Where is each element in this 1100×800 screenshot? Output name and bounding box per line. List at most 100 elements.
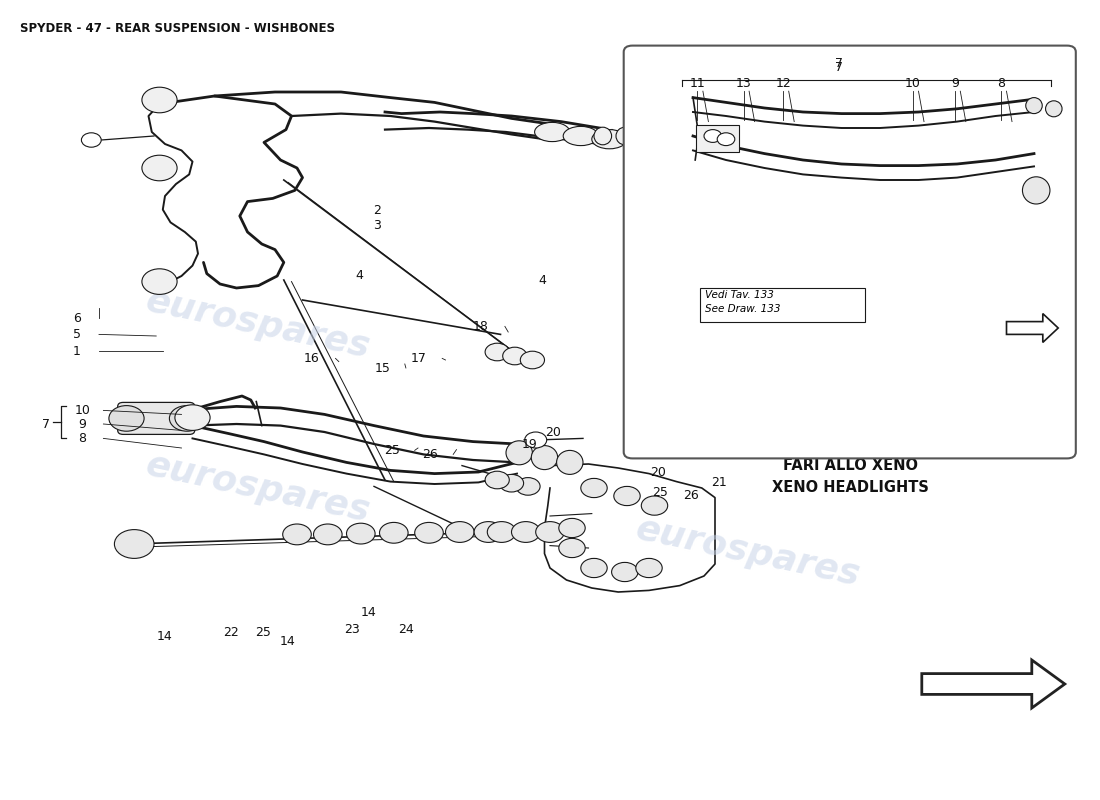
Circle shape — [559, 518, 585, 538]
Text: 1: 1 — [73, 345, 81, 358]
Text: 11: 11 — [690, 77, 705, 90]
Polygon shape — [1006, 314, 1058, 342]
Text: 3: 3 — [373, 219, 382, 232]
Text: eurospares: eurospares — [143, 284, 374, 364]
Circle shape — [142, 269, 177, 294]
Text: eurospares: eurospares — [766, 205, 917, 259]
Circle shape — [525, 432, 547, 448]
Circle shape — [704, 130, 722, 142]
Text: 9: 9 — [78, 418, 87, 430]
Text: 22: 22 — [223, 626, 239, 638]
Circle shape — [503, 347, 527, 365]
Text: 4: 4 — [355, 269, 364, 282]
Circle shape — [169, 406, 205, 431]
Circle shape — [81, 133, 101, 147]
Circle shape — [283, 524, 311, 545]
Text: 15: 15 — [375, 362, 390, 374]
Text: 2: 2 — [373, 204, 382, 217]
Bar — [700, 288, 865, 322]
Circle shape — [581, 558, 607, 578]
Circle shape — [636, 558, 662, 578]
Text: 25: 25 — [255, 626, 271, 638]
Ellipse shape — [592, 130, 627, 149]
Text: eurospares: eurospares — [143, 448, 374, 528]
Text: 10: 10 — [75, 404, 90, 417]
Circle shape — [641, 496, 668, 515]
Text: 7: 7 — [835, 61, 844, 74]
Circle shape — [109, 406, 144, 431]
Text: 10: 10 — [905, 77, 921, 90]
Ellipse shape — [1045, 101, 1062, 117]
Circle shape — [581, 478, 607, 498]
Text: eurospares: eurospares — [778, 196, 938, 252]
Ellipse shape — [594, 127, 612, 145]
Ellipse shape — [557, 450, 583, 474]
Ellipse shape — [563, 126, 598, 146]
Text: 25: 25 — [384, 444, 399, 457]
Circle shape — [614, 486, 640, 506]
Text: 7: 7 — [835, 58, 844, 70]
Ellipse shape — [1022, 177, 1049, 204]
Text: See Draw. 133: See Draw. 133 — [705, 304, 781, 314]
FancyBboxPatch shape — [624, 46, 1076, 458]
Text: 26: 26 — [422, 448, 438, 461]
Text: SPYDER - 47 - REAR SUSPENSION - WISHBONES: SPYDER - 47 - REAR SUSPENSION - WISHBONE… — [20, 22, 334, 34]
Text: 13: 13 — [736, 77, 751, 90]
Circle shape — [487, 522, 516, 542]
Circle shape — [474, 522, 503, 542]
Circle shape — [446, 522, 474, 542]
Circle shape — [415, 522, 443, 543]
Text: 14: 14 — [361, 606, 376, 618]
Text: 25: 25 — [652, 486, 668, 499]
Text: XENO HEADLIGHTS: XENO HEADLIGHTS — [772, 480, 928, 495]
Ellipse shape — [531, 446, 558, 470]
Circle shape — [499, 474, 524, 492]
Text: 8: 8 — [78, 432, 87, 445]
Text: 14: 14 — [157, 630, 173, 642]
Ellipse shape — [616, 127, 634, 145]
Polygon shape — [922, 660, 1065, 708]
Text: 24: 24 — [398, 623, 414, 636]
Text: 4: 4 — [538, 274, 547, 286]
Text: Vedi Tav. 133: Vedi Tav. 133 — [705, 290, 774, 300]
Circle shape — [379, 522, 408, 543]
Circle shape — [559, 538, 585, 558]
Circle shape — [142, 87, 177, 113]
FancyBboxPatch shape — [118, 402, 195, 434]
Text: 18: 18 — [473, 320, 488, 333]
Text: 20: 20 — [546, 426, 561, 438]
Ellipse shape — [535, 122, 570, 142]
Circle shape — [520, 351, 544, 369]
Text: 6: 6 — [73, 312, 81, 325]
Circle shape — [346, 523, 375, 544]
Text: 7: 7 — [42, 418, 51, 430]
Circle shape — [512, 522, 540, 542]
Circle shape — [516, 478, 540, 495]
Circle shape — [612, 562, 638, 582]
Text: 5: 5 — [73, 328, 81, 341]
Text: 12: 12 — [776, 77, 791, 90]
Circle shape — [142, 155, 177, 181]
Ellipse shape — [506, 441, 532, 465]
Ellipse shape — [1025, 98, 1043, 114]
Text: 14: 14 — [279, 635, 295, 648]
Circle shape — [114, 530, 154, 558]
Text: 20: 20 — [650, 466, 666, 479]
Text: FARI ALLO XENO: FARI ALLO XENO — [783, 458, 917, 473]
Circle shape — [536, 522, 564, 542]
Text: 26: 26 — [683, 489, 698, 502]
Text: 21: 21 — [712, 476, 727, 489]
Text: 17: 17 — [411, 352, 427, 365]
FancyBboxPatch shape — [696, 125, 739, 152]
Text: 8: 8 — [997, 77, 1005, 90]
Text: 9: 9 — [950, 77, 959, 90]
Circle shape — [717, 133, 735, 146]
Circle shape — [175, 405, 210, 430]
Circle shape — [314, 524, 342, 545]
Circle shape — [485, 343, 509, 361]
Ellipse shape — [638, 127, 656, 145]
Text: 19: 19 — [521, 438, 537, 450]
Text: 23: 23 — [344, 623, 360, 636]
Circle shape — [485, 471, 509, 489]
Text: 16: 16 — [304, 352, 319, 365]
